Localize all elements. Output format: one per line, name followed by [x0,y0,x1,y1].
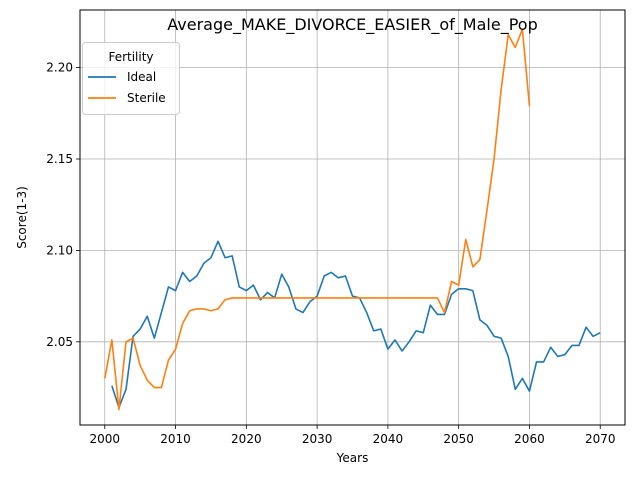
y-tick-label: 2.05 [46,335,73,349]
legend-title: Fertility [108,50,153,64]
chart-title: Average_MAKE_DIVORCE_EASIER_of_Male_Pop [167,15,537,35]
series-line-sterile [103,28,531,411]
x-axis-ticks: 2000 2010 2020 2030 2040 2050 2060 2070 [89,425,616,446]
grid [80,10,625,425]
plot-frame [79,9,626,426]
x-tick-label: 2060 [514,432,545,446]
y-tick-label: 2.20 [46,61,73,75]
x-tick-label: 2020 [231,432,262,446]
y-tick-label: 2.10 [46,243,73,257]
x-axis-label: Years [336,451,369,465]
legend-box [82,42,180,115]
legend-label-sterile: Sterile [127,91,166,105]
y-tick-label: 2.15 [46,152,73,166]
x-tick-label: 2070 [585,432,616,446]
series-layer [103,28,601,411]
x-tick-label: 2050 [443,432,474,446]
legend: Fertility Ideal Sterile [82,42,180,115]
x-tick-label: 2000 [89,432,120,446]
x-tick-label: 2030 [302,432,333,446]
x-tick-label: 2040 [373,432,404,446]
y-axis-label: Score(1-3) [15,186,29,249]
y-axis-ticks: 2.05 2.10 2.15 2.20 [46,61,80,349]
legend-label-ideal: Ideal [127,70,156,84]
x-tick-label: 2010 [160,432,191,446]
series-line-ideal [111,240,601,409]
